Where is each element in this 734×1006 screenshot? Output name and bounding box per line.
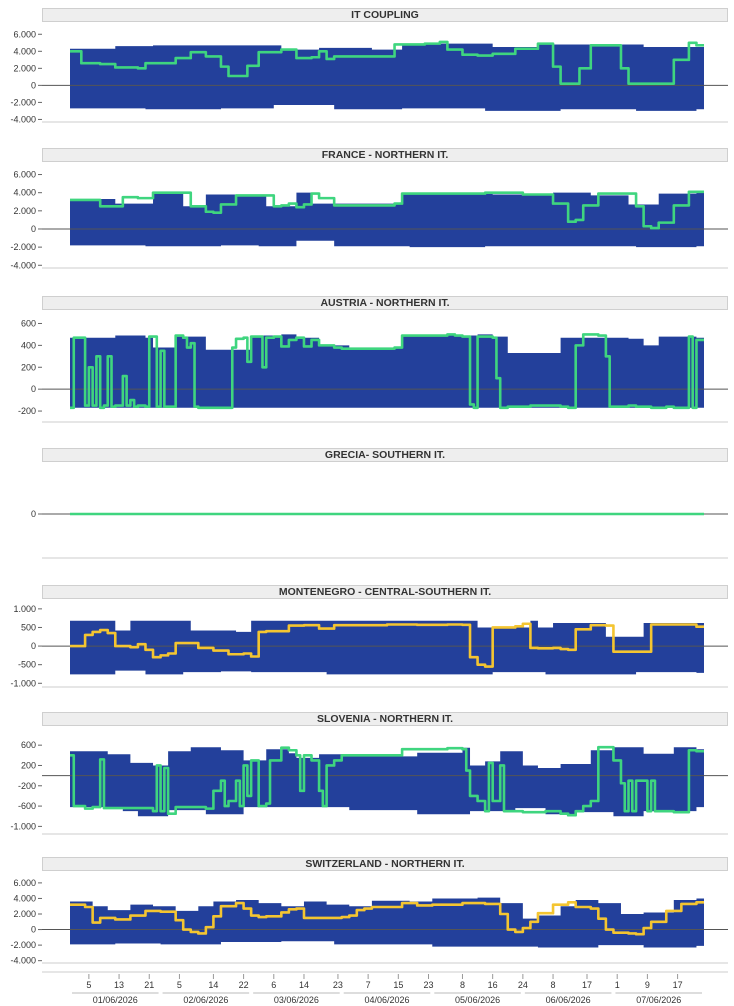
- panel-title: AUSTRIA - NORTHERN IT.: [42, 296, 728, 310]
- y-tick-label: -4.000: [10, 956, 36, 966]
- x-hour-label: 17: [673, 980, 683, 990]
- x-hour-label: 5: [177, 980, 182, 990]
- y-tick-label: 0: [31, 925, 36, 935]
- x-hour-label: 23: [424, 980, 434, 990]
- plot-area: 0: [31, 509, 728, 559]
- x-hour-label: 23: [333, 980, 343, 990]
- y-tick-label: 6.000: [13, 170, 36, 180]
- y-tick-label: -4.000: [10, 260, 36, 270]
- time-x-axis: 5 13 21 5 14 22 6 14 23 7 15 23 8 16 24 8 17 1 9 17 01/06/20…: [42, 971, 728, 1005]
- y-tick-label: 1.000: [13, 604, 36, 614]
- x-hour-label: 5: [86, 980, 91, 990]
- plot-area: 600 200 -200 -600 -1.000: [10, 740, 728, 835]
- y-tick-label: 0: [31, 80, 36, 90]
- y-tick-label: -1.000: [10, 821, 36, 831]
- panel-title: SWITZERLAND - NORTHERN IT.: [42, 857, 728, 871]
- x-date-label: 07/06/2026: [636, 995, 681, 1005]
- flow-line: [70, 622, 704, 668]
- y-tick-label: 400: [21, 340, 36, 350]
- capacity-band: [70, 897, 704, 948]
- chart-panel-france: FRANCE - NORTHERN IT. 6.000 4.000 2.000 0 -2…: [0, 148, 734, 276]
- y-tick-label: -200: [18, 406, 36, 416]
- x-hour-label: 8: [460, 980, 465, 990]
- plot-area: 6.000 4.000 2.000 0 -2.000 -4.000: [10, 29, 728, 124]
- y-tick-label: -4.000: [10, 114, 36, 124]
- x-hour-label: 24: [518, 980, 528, 990]
- x-hour-label: 17: [582, 980, 592, 990]
- y-tick-label: 6.000: [13, 29, 36, 39]
- flow-line: [70, 40, 704, 85]
- y-tick-label: 200: [21, 760, 36, 770]
- x-date-label: 06/06/2026: [546, 995, 591, 1005]
- y-tick-label: 0: [31, 224, 36, 234]
- capacity-band: [70, 191, 704, 248]
- y-tick-label: 4.000: [13, 46, 36, 56]
- y-tick-label: -2.000: [10, 242, 36, 252]
- y-tick-label: 4.000: [13, 188, 36, 198]
- y-tick-label: 500: [21, 622, 36, 632]
- x-hour-label: 13: [114, 980, 124, 990]
- y-tick-label: -600: [18, 801, 36, 811]
- y-tick-label: -1.000: [10, 678, 36, 688]
- panel-title: IT COUPLING: [42, 8, 728, 22]
- chart-panel-montenegro: MONTENEGRO - CENTRAL-SOUTHERN IT. 1.000 5…: [0, 585, 734, 695]
- chart-panel-switzerland: SWITZERLAND - NORTHERN IT. 6.000 4.000 2.0…: [0, 857, 734, 971]
- y-tick-label: 2.000: [13, 206, 36, 216]
- x-hour-label: 22: [239, 980, 249, 990]
- panel-title: GRECIA- SOUTHERN IT.: [42, 448, 728, 462]
- x-hour-label: 9: [645, 980, 650, 990]
- y-tick-label: -200: [18, 781, 36, 791]
- y-tick-label: 0: [31, 641, 36, 651]
- panel-title: FRANCE - NORTHERN IT.: [42, 148, 728, 162]
- x-date-label: 04/06/2026: [364, 995, 409, 1005]
- y-tick-label: 4.000: [13, 893, 36, 903]
- y-tick-label: 0: [31, 509, 36, 519]
- plot-area: 6.000 4.000 2.000 0 -2.000 -4.000: [10, 878, 728, 966]
- x-date-label: 03/06/2026: [274, 995, 319, 1005]
- x-hour-label: 15: [393, 980, 403, 990]
- capacity-band: [70, 747, 704, 817]
- flow-line: [70, 901, 704, 936]
- y-tick-label: 200: [21, 362, 36, 372]
- plot-area: 1.000 500 0 -500 -1.000: [10, 604, 728, 688]
- x-hour-label: 1: [615, 980, 620, 990]
- capacity-band: [70, 43, 704, 111]
- capacity-band: [70, 620, 704, 675]
- flow-line: [70, 333, 704, 410]
- x-hour-label: 7: [366, 980, 371, 990]
- y-tick-label: 6.000: [13, 878, 36, 888]
- y-tick-label: -500: [18, 660, 36, 670]
- flow-line: [70, 745, 704, 817]
- x-hour-label: 14: [299, 980, 309, 990]
- plot-area: 600 400 200 0 -200: [18, 318, 728, 423]
- chart-panel-grecia: GRECIA- SOUTHERN IT. 0: [0, 448, 734, 566]
- y-tick-label: 2.000: [13, 909, 36, 919]
- chart-panel-slovenia: SLOVENIA - NORTHERN IT. 600 200 -200 -600 -1…: [0, 712, 734, 842]
- x-date-label: 05/06/2026: [455, 995, 500, 1005]
- x-hour-label: 21: [144, 980, 154, 990]
- y-tick-label: 600: [21, 740, 36, 750]
- y-tick-label: -2.000: [10, 940, 36, 950]
- y-tick-label: 2.000: [13, 63, 36, 73]
- flow-line: [70, 190, 704, 230]
- x-hour-label: 8: [551, 980, 556, 990]
- y-tick-label: 0: [31, 384, 36, 394]
- x-hour-label: 6: [271, 980, 276, 990]
- y-tick-label: 600: [21, 318, 36, 328]
- chart-panel-austria: AUSTRIA - NORTHERN IT. 600 400 200 0 -200: [0, 296, 734, 430]
- y-tick-label: -2.000: [10, 97, 36, 107]
- chart-panel-it-coupling: IT COUPLING 6.000 4.000 2.000 0 -2.000 -4.000: [0, 8, 734, 130]
- x-date-label: 01/06/2026: [93, 995, 138, 1005]
- plot-area: 6.000 4.000 2.000 0 -2.000 -4.000: [10, 170, 728, 270]
- panel-title: SLOVENIA - NORTHERN IT.: [42, 712, 728, 726]
- x-hour-label: 14: [208, 980, 218, 990]
- x-date-label: 02/06/2026: [183, 995, 228, 1005]
- panel-title: MONTENEGRO - CENTRAL-SOUTHERN IT.: [42, 585, 728, 599]
- x-hour-label: 16: [488, 980, 498, 990]
